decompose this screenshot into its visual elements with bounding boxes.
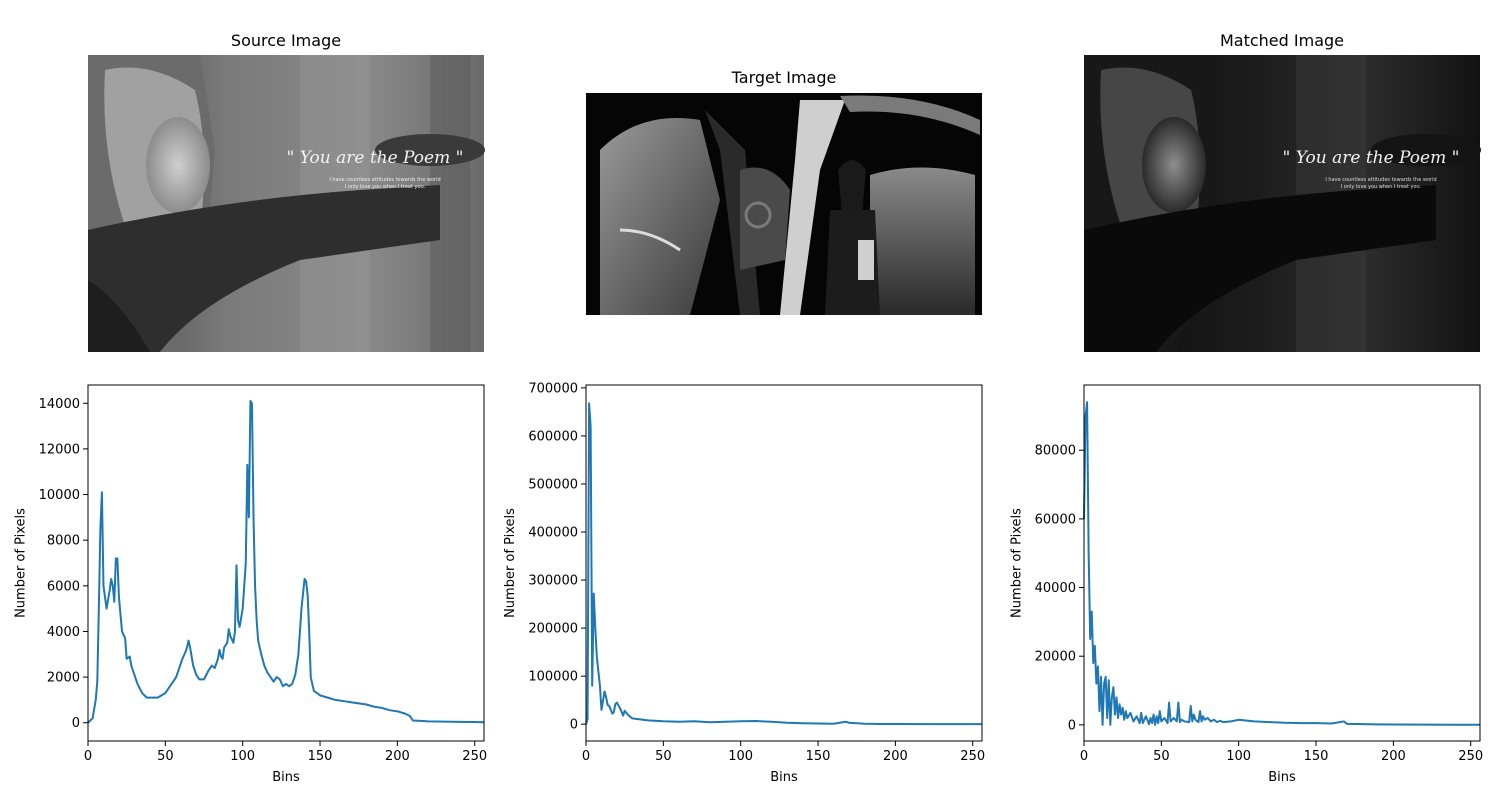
x-tick-label: 150 [308, 749, 333, 764]
y-tick-label: 8000 [47, 534, 80, 549]
x-tick-label: 50 [655, 749, 672, 764]
x-tick-label: 200 [385, 749, 410, 764]
x-tick-label: 150 [806, 749, 831, 764]
x-tick-label: 50 [1153, 749, 1170, 764]
panel-title-source: Source Image [231, 31, 341, 50]
y-tick-label: 6000 [47, 579, 80, 594]
matched-overlay-line-2: I only love you when I treat you. [1341, 184, 1422, 190]
y-tick-label: 0 [72, 716, 80, 731]
y-tick-label: 14000 [39, 397, 80, 412]
x-axis-label: Bins [770, 770, 798, 785]
x-tick-label: 100 [230, 749, 255, 764]
series-line-matched [1084, 402, 1480, 725]
x-tick-label: 0 [582, 749, 590, 764]
y-tick-label: 40000 [1035, 581, 1076, 596]
axes-frame-matched [1084, 385, 1480, 741]
y-tick-label: 400000 [528, 526, 578, 541]
source-overlay-line-2: I only love you when I treat you. [345, 184, 426, 190]
y-tick-label: 4000 [47, 625, 80, 640]
x-tick-label: 200 [883, 749, 908, 764]
panel-title-matched: Matched Image [1220, 31, 1344, 50]
source-overlay-title: " You are the Poem " [287, 148, 464, 168]
matched-overlay-title: " You are the Poem " [1283, 148, 1460, 168]
y-tick-label: 12000 [39, 442, 80, 457]
y-tick-label: 600000 [528, 429, 578, 444]
matched-image: " You are the Poem " I have countless at… [1084, 55, 1481, 352]
x-tick-label: 0 [84, 749, 92, 764]
x-axis-label: Bins [272, 770, 300, 785]
target-image [586, 93, 982, 315]
x-tick-label: 150 [1304, 749, 1329, 764]
histogram-source: 0 50 100 150 200 250 0 2000 4000 6000 8000 10000 120… [14, 385, 488, 785]
x-tick-label: 50 [157, 749, 174, 764]
histogram-matched: 0 50 100 150 200 250 0 20000 40000 60000 80000 Bins… [1010, 385, 1484, 785]
y-tick-label: 100000 [528, 670, 578, 685]
histogram-target: 0 50 100 150 200 250 0 100000 200000 300000 400000… [503, 381, 985, 785]
y-tick-label: 10000 [39, 488, 80, 503]
y-tick-label: 60000 [1035, 512, 1076, 527]
x-tick-label: 200 [1381, 749, 1406, 764]
y-tick-label: 80000 [1035, 444, 1076, 459]
y-tick-label: 2000 [47, 671, 80, 686]
series-line-target [586, 403, 982, 724]
x-axis-label: Bins [1268, 770, 1296, 785]
y-axis-label: Number of Pixels [503, 508, 518, 618]
series-line-source [88, 401, 484, 723]
source-image: " You are the Poem " I have countless at… [88, 55, 485, 352]
axes-frame-target [586, 385, 982, 741]
y-tick-label: 700000 [528, 381, 578, 396]
matched-overlay-line-1: I have countless attitudes towards the w… [1325, 177, 1436, 183]
y-axis-label: Number of Pixels [1010, 508, 1025, 618]
axes-frame-source [88, 385, 484, 741]
x-tick-label: 250 [462, 749, 487, 764]
y-tick-label: 0 [1068, 718, 1076, 733]
y-tick-label: 0 [570, 718, 578, 733]
x-tick-label: 100 [1226, 749, 1251, 764]
x-tick-label: 100 [728, 749, 753, 764]
panel-title-target: Target Image [731, 68, 837, 87]
y-axis-label: Number of Pixels [14, 508, 29, 618]
y-tick-label: 300000 [528, 574, 578, 589]
x-tick-label: 250 [1458, 749, 1483, 764]
y-tick-label: 20000 [1035, 650, 1076, 665]
x-tick-label: 250 [960, 749, 985, 764]
y-tick-label: 200000 [528, 622, 578, 637]
source-overlay-line-1: I have countless attitudes towards the w… [329, 177, 440, 183]
y-tick-label: 500000 [528, 477, 578, 492]
x-tick-label: 0 [1080, 749, 1088, 764]
